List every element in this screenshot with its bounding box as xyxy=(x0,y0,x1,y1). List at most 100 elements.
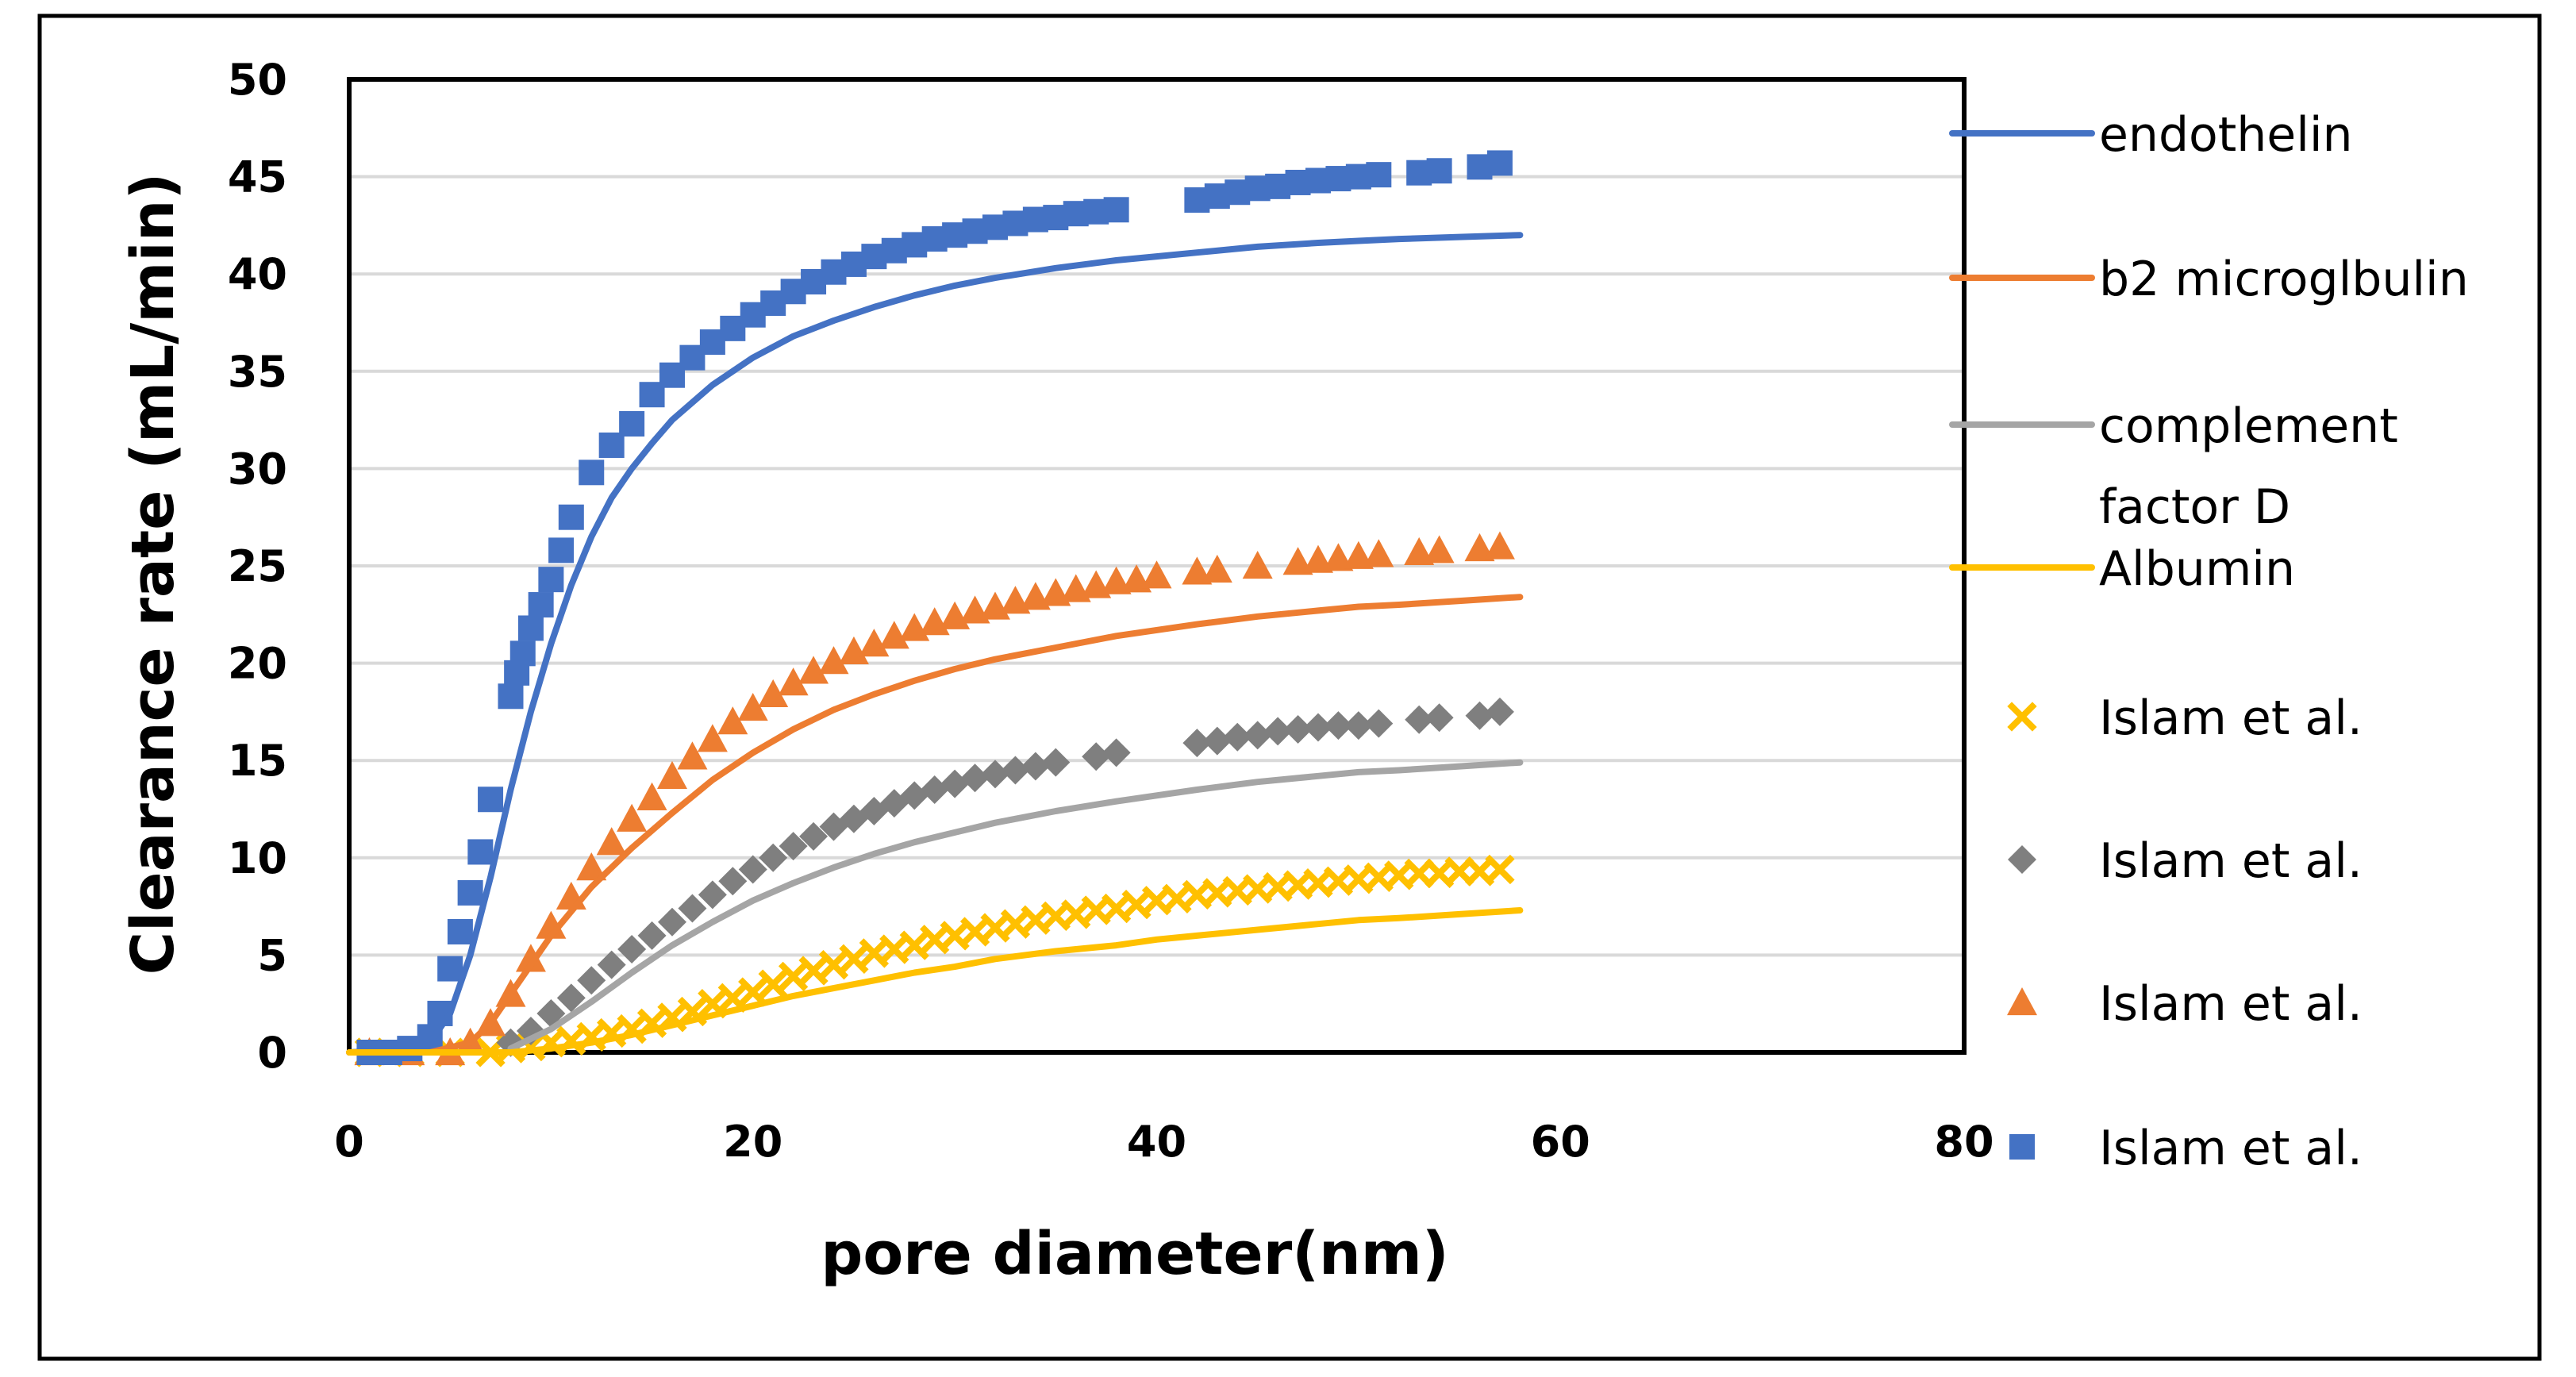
data-point-square xyxy=(1486,150,1513,176)
data-point-triangle xyxy=(1182,556,1213,585)
legend-label: Albumin xyxy=(2099,541,2295,597)
y-tick-label: 40 xyxy=(228,249,287,299)
data-point-triangle xyxy=(515,944,546,972)
data-point-x xyxy=(778,961,809,992)
data-point-triangle xyxy=(737,692,768,721)
data-point-square xyxy=(447,918,473,944)
data-point-square xyxy=(548,537,575,563)
data-point-triangle xyxy=(617,803,648,832)
data-point-diamond xyxy=(577,966,606,995)
data-point-triangle xyxy=(596,827,627,856)
data-point-diamond xyxy=(1001,756,1030,785)
legend-label: Islam et al. xyxy=(2099,690,2363,746)
x-tick-label: 80 xyxy=(1934,1117,1994,1167)
data-point-diamond xyxy=(637,921,667,950)
legend-marker-square xyxy=(2009,1134,2035,1160)
data-point-triangle xyxy=(879,621,909,649)
data-point-diamond xyxy=(1223,722,1252,752)
data-point-square xyxy=(538,567,564,593)
data-point-square xyxy=(517,615,544,641)
legend-label: Islam et al. xyxy=(2099,976,2363,1032)
data-point-diamond xyxy=(1021,752,1050,781)
legend-entry: Islam et al. xyxy=(2009,1121,2363,1176)
data-point-triangle xyxy=(1424,535,1455,563)
data-point-square xyxy=(598,432,625,458)
x-tick-label: 20 xyxy=(723,1117,782,1167)
legend-entry: b2 microglbulin xyxy=(1949,252,2469,307)
series-markers-diamond xyxy=(496,697,1514,1057)
data-point-diamond xyxy=(1243,721,1272,750)
data-point-square xyxy=(1103,197,1129,223)
data-point-triangle xyxy=(1282,547,1313,575)
data-point-diamond xyxy=(718,867,748,896)
data-point-diamond xyxy=(1304,713,1332,742)
data-point-triangle xyxy=(758,679,789,707)
data-point-square xyxy=(1426,158,1452,184)
data-point-triangle xyxy=(1141,560,1172,589)
data-point-diamond xyxy=(799,821,829,851)
data-point-square xyxy=(467,839,494,865)
data-point-diamond xyxy=(1485,697,1514,726)
data-point-square xyxy=(619,411,645,437)
x-tick-label: 0 xyxy=(334,1117,364,1167)
data-point-triangle xyxy=(1323,543,1354,571)
data-point-square xyxy=(1366,162,1392,188)
data-point-square xyxy=(579,460,605,486)
series-layer xyxy=(346,150,1524,1067)
data-point-diamond xyxy=(759,843,788,872)
data-point-x xyxy=(818,950,849,980)
data-point-square xyxy=(457,879,483,906)
data-point-triangle xyxy=(677,741,708,770)
legend: endothelin b2 microglbulin complement facto… xyxy=(1949,107,2469,1176)
legend-marker-diamond xyxy=(2008,845,2036,874)
series-line-endothelin xyxy=(346,232,1524,1056)
data-point-triangle xyxy=(717,706,748,735)
legend-entry: complement factor D xyxy=(1949,398,2398,535)
data-point-triangle xyxy=(1484,531,1515,560)
legend-label: b2 microglbulin xyxy=(2099,252,2469,307)
data-point-diamond xyxy=(678,894,707,923)
data-point-triangle xyxy=(1303,544,1333,573)
data-point-triangle xyxy=(536,910,567,939)
y-tick-label: 10 xyxy=(228,833,287,883)
data-point-square xyxy=(528,592,554,618)
data-point-diamond xyxy=(960,764,990,793)
data-point-triangle xyxy=(697,724,728,752)
data-point-square xyxy=(478,787,504,813)
y-tick-label: 50 xyxy=(228,55,287,105)
data-point-triangle xyxy=(1464,533,1495,562)
data-point-x xyxy=(1444,856,1474,887)
data-point-diamond xyxy=(900,781,929,810)
tick-labels: 0 5 10 15 20 25 30 35 40 45 50 0 20 40 60 80 xyxy=(228,55,1994,1167)
y-axis-title: Clearance rate (mL/min) xyxy=(119,173,187,975)
legend-marker-triangle xyxy=(2007,987,2037,1016)
y-tick-label: 25 xyxy=(228,541,287,591)
data-point-x xyxy=(758,969,788,999)
data-point-x xyxy=(717,983,748,1013)
data-point-diamond xyxy=(940,769,970,798)
data-point-diamond xyxy=(617,935,647,964)
data-point-triangle xyxy=(1343,540,1374,569)
figure-border xyxy=(37,13,2542,1361)
data-point-diamond xyxy=(698,880,727,910)
data-point-diamond xyxy=(1082,742,1111,771)
series-line-b2-microglbulin xyxy=(346,594,1524,1056)
data-point-x xyxy=(798,956,829,986)
x-tick-label: 40 xyxy=(1127,1117,1186,1167)
data-point-square xyxy=(437,956,463,982)
data-point-square xyxy=(498,683,524,710)
data-point-triangle xyxy=(657,760,687,789)
data-point-triangle xyxy=(859,629,890,657)
data-point-diamond xyxy=(1182,729,1212,758)
y-tick-label: 30 xyxy=(228,444,287,494)
data-point-diamond xyxy=(1263,717,1293,746)
legend-entry: endothelin xyxy=(1949,107,2353,163)
legend-label: endothelin xyxy=(2099,107,2353,163)
data-point-triangle xyxy=(818,646,849,675)
data-point-triangle xyxy=(838,636,869,665)
data-point-diamond xyxy=(981,760,1009,789)
data-point-diamond xyxy=(1405,705,1434,734)
data-point-diamond xyxy=(1102,738,1131,767)
data-point-diamond xyxy=(1283,714,1313,744)
